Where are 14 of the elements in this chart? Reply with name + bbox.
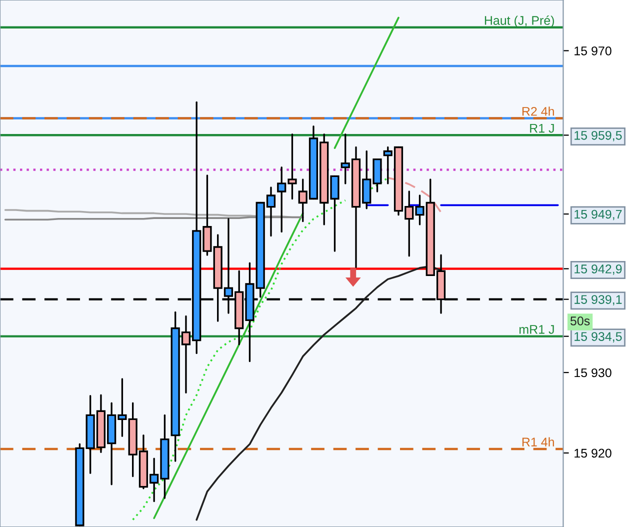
y-tick-label: 15 934,5 (574, 332, 622, 342)
y-tick-label: 15 970 (574, 46, 612, 56)
y-tick-label: 15 959,5 (574, 130, 622, 142)
y-tick-label: 15 949,7 (574, 210, 622, 220)
ref-line-label: R1 J (530, 124, 554, 133)
text: 50s (570, 316, 590, 326)
ref-line-label: Haut (J, Pré) (484, 16, 554, 28)
y-tick-label: 15 930 (574, 368, 612, 378)
y-tick-label: 15 920 (574, 448, 612, 458)
ref-line-label: R2 4h (522, 106, 554, 116)
y-tick-label: 15 939,1 (574, 295, 622, 306)
y-tick-label: 15 942,9 (574, 264, 622, 275)
ref-line-label: R1 4h (522, 437, 554, 446)
ref-line-label: mR1 J (519, 325, 554, 334)
